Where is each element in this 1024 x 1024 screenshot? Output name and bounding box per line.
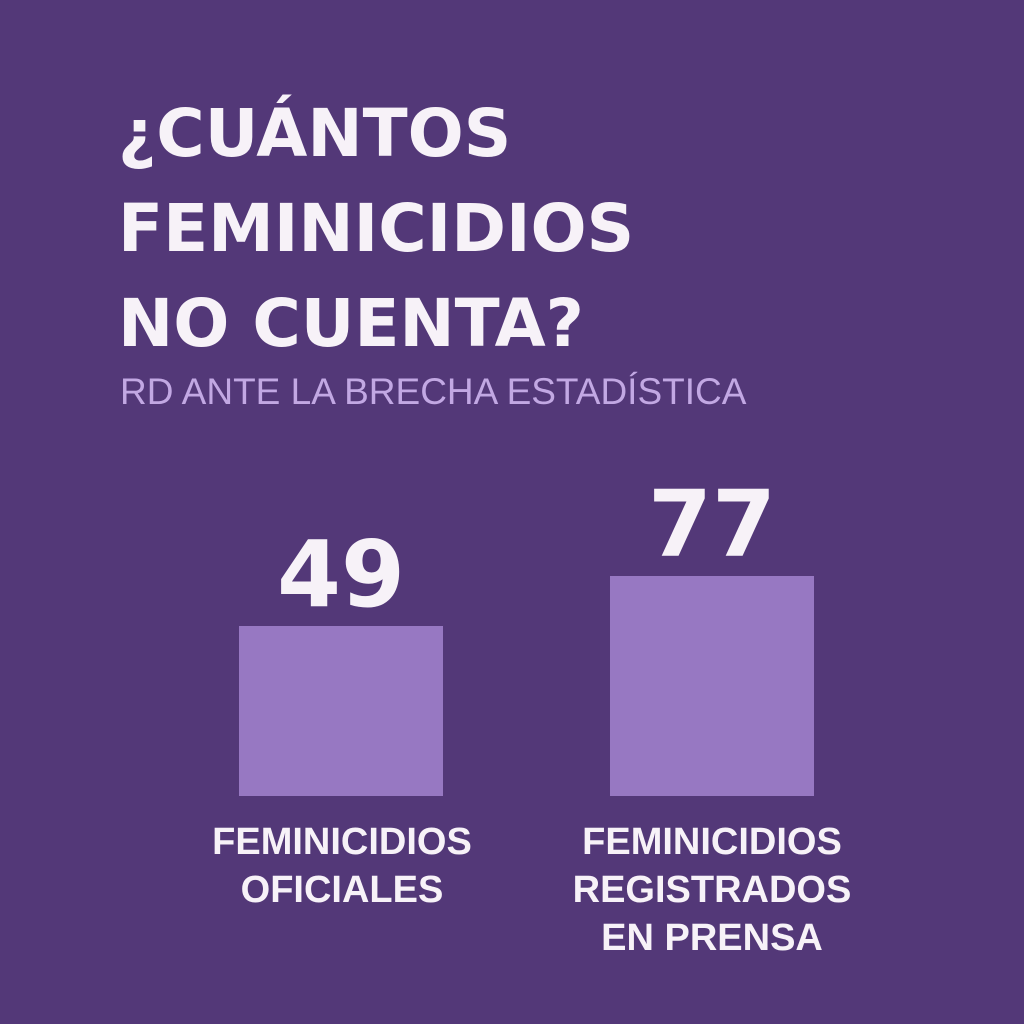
category-label-press: FEMINICIDIOS REGISTRADOS EN PRENSA [532,818,892,962]
bar-1 [610,576,814,796]
category-label-official: FEMINICIDIOS OFICIALES [162,818,522,914]
category-label-line: OFICIALES [240,869,444,911]
chart-title: ¿CUÁNTOS FEMINICIDIOS NO CUENTA? [118,86,978,371]
chart-title-line: ¿CUÁNTOS [118,95,512,172]
category-label-line: FEMINICIDIOS [212,821,472,863]
chart-title-line: NO CUENTA? [118,285,584,362]
bar-0 [239,626,443,796]
category-label-line: REGISTRADOS [572,869,852,911]
chart-title-line: FEMINICIDIOS [118,190,635,267]
bar-value-label-0: 49 [277,521,405,628]
category-label-line: EN PRENSA [601,917,823,959]
chart-subtitle: RD ANTE LA BRECHA ESTADÍSTICA [120,371,747,412]
bar-value-label-1: 77 [648,471,776,578]
category-label-line: FEMINICIDIOS [582,821,842,863]
